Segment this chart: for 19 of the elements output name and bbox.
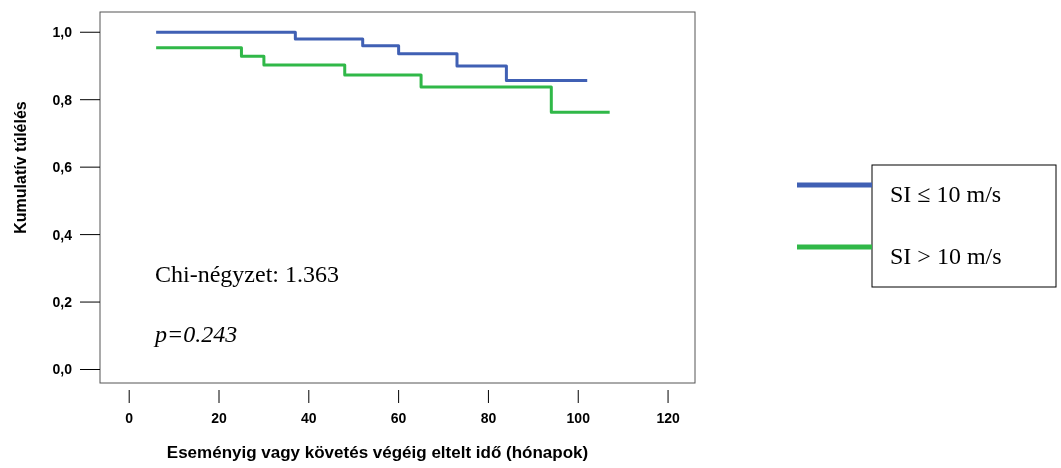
y-axis-title: Kumulatív túlélés — [12, 101, 29, 234]
x-axis-title: Eseményig vagy követés végéig eltelt idő (hónapok) — [166, 443, 589, 462]
y-tick-label: 0,0 — [52, 361, 73, 378]
x-tick-label: 20 — [211, 410, 227, 426]
annotation: p=0.243 — [153, 321, 238, 347]
x-tick-label: 0 — [125, 410, 134, 426]
y-tick-label: 1,0 — [52, 24, 73, 41]
y-tick-label: 0,8 — [52, 91, 73, 108]
x-tick-label: 120 — [656, 410, 680, 426]
x-tick-label: 40 — [301, 410, 317, 426]
annotation: Chi-négyzet: 1.363 — [155, 261, 339, 287]
x-tick-label: 100 — [566, 410, 591, 426]
x-tick-label: 60 — [390, 410, 407, 426]
y-tick-label: 0,4 — [52, 226, 73, 243]
y-tick-label: 0,2 — [52, 293, 73, 310]
y-tick-label: 0,6 — [52, 159, 73, 176]
legend-label: SI ≤ 10 m/s — [890, 181, 1002, 207]
x-tick-label: 80 — [480, 410, 497, 426]
legend-label: SI > 10 m/s — [890, 243, 1002, 269]
